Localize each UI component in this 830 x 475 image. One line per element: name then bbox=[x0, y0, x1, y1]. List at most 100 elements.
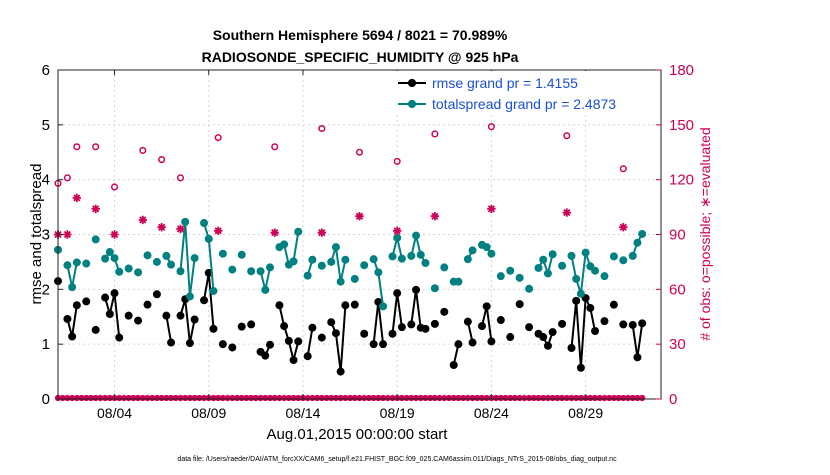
rmse-point bbox=[360, 329, 369, 338]
totalspread-point bbox=[115, 267, 124, 276]
data-file-footer: data file: /Users/raeder/DAI/ATM_forcXX/… bbox=[177, 456, 617, 463]
rmse-point bbox=[341, 301, 350, 310]
rmse-point bbox=[185, 339, 194, 348]
evaluated-obs-point bbox=[214, 226, 223, 235]
totalspread-point bbox=[327, 257, 336, 266]
totalspread-point bbox=[185, 292, 194, 301]
totalspread-line bbox=[537, 253, 554, 275]
rmse-point bbox=[280, 322, 289, 331]
totalspread-point bbox=[256, 267, 265, 276]
rmse-point bbox=[586, 303, 595, 312]
x-tick-label: 08/14 bbox=[285, 405, 320, 421]
rmse-line bbox=[306, 327, 314, 357]
totalspread-point bbox=[539, 255, 548, 264]
rmse-point bbox=[218, 340, 227, 349]
possible-obs-point bbox=[619, 165, 627, 173]
evaluated-obs-point bbox=[317, 228, 326, 237]
legend: rmse grand pr = 1.4155 totalspread grand … bbox=[394, 71, 626, 113]
rmse-point bbox=[397, 323, 406, 332]
rmse-point bbox=[190, 315, 199, 324]
y2-tick-label: 30 bbox=[669, 336, 686, 353]
evaluated_obs-series bbox=[53, 193, 628, 239]
totalspread-point bbox=[468, 246, 477, 255]
rmse-point bbox=[477, 322, 486, 331]
totalspread-point bbox=[543, 269, 552, 278]
rmse-point bbox=[82, 297, 91, 306]
rmse-point bbox=[487, 337, 496, 346]
possible-obs-point bbox=[63, 174, 71, 182]
zero-count-markers bbox=[54, 394, 646, 402]
totalspread-point bbox=[101, 254, 110, 263]
rmse-point bbox=[110, 289, 119, 298]
evaluated-obs-point bbox=[355, 212, 364, 221]
y-tick-label: 2 bbox=[42, 281, 50, 298]
rmse-point bbox=[289, 356, 298, 365]
y2-tick-label: 120 bbox=[669, 172, 694, 189]
possible-obs-point bbox=[355, 148, 364, 156]
totalspread-point bbox=[369, 255, 378, 264]
evaluated-obs-point bbox=[91, 204, 100, 214]
x-tick-label: 08/29 bbox=[568, 405, 603, 421]
totalspread-point bbox=[440, 263, 449, 272]
totalspread-point bbox=[143, 251, 152, 260]
totalspread-point bbox=[496, 272, 505, 281]
totalspread-point bbox=[463, 255, 472, 264]
totalspread-point bbox=[548, 250, 557, 259]
possible-obs-point bbox=[318, 124, 326, 133]
zero-count-point bbox=[639, 394, 646, 402]
y2-tick-label: 60 bbox=[669, 281, 686, 298]
totalspread-point bbox=[152, 257, 161, 266]
rmse-point bbox=[482, 302, 491, 311]
rmse-point bbox=[440, 307, 449, 316]
possible-obs-point bbox=[73, 143, 81, 151]
totalspread-point bbox=[237, 250, 246, 259]
rmse-point bbox=[600, 317, 609, 326]
rmse-point bbox=[134, 316, 143, 325]
rmse-point bbox=[379, 340, 388, 349]
legend-box bbox=[394, 71, 626, 113]
y2-tick-label: 150 bbox=[669, 117, 694, 134]
y2-axis-label: # of obs: o=possible; ∗=evaluated bbox=[697, 127, 713, 340]
totalspread-point bbox=[261, 285, 270, 294]
evaluated-obs-point bbox=[110, 230, 119, 239]
totalspread-point bbox=[638, 229, 647, 238]
totalspread-point bbox=[407, 251, 416, 260]
y-tick-label: 3 bbox=[42, 227, 50, 244]
rmse-point bbox=[265, 340, 274, 349]
rmse-point bbox=[567, 344, 576, 353]
y2-tick-label: 90 bbox=[669, 227, 686, 244]
legend-marker bbox=[407, 99, 417, 109]
totalspread-point bbox=[558, 261, 567, 270]
totalspread-point bbox=[421, 259, 430, 268]
totalspread-point bbox=[430, 284, 439, 293]
y-tick-label: 6 bbox=[42, 62, 50, 79]
totalspread-point bbox=[181, 217, 190, 226]
totalspread-point bbox=[265, 263, 274, 272]
totalspread-point bbox=[72, 258, 81, 267]
totalspread-point bbox=[412, 231, 421, 240]
totalspread-point bbox=[525, 284, 534, 293]
totalspread-point bbox=[397, 254, 406, 263]
evaluated-obs-point bbox=[393, 226, 402, 235]
rmse-point bbox=[303, 352, 312, 361]
rmse-point bbox=[576, 363, 585, 372]
rmse-point bbox=[209, 324, 218, 333]
axis-ticks: 08/04 08/09 08/14 08/19 08/24 08/290123456030… bbox=[42, 62, 694, 421]
rmse-point bbox=[68, 332, 77, 341]
totalspread-point bbox=[218, 249, 227, 258]
rmse-point bbox=[237, 322, 246, 331]
totalspread-point bbox=[294, 227, 303, 236]
totalspread-point bbox=[572, 274, 581, 283]
possible-obs-point bbox=[431, 130, 439, 138]
totalspread-point bbox=[105, 248, 114, 257]
evaluated-obs-point bbox=[138, 215, 147, 225]
rmse-point bbox=[72, 301, 81, 310]
rmse-point bbox=[496, 316, 505, 325]
rmse-point bbox=[228, 343, 237, 352]
totalspread-point bbox=[454, 277, 463, 286]
totalspread-point bbox=[576, 289, 585, 298]
y-tick-label: 0 bbox=[42, 391, 50, 408]
totalspread-line bbox=[570, 251, 596, 295]
rmse-point bbox=[619, 320, 628, 329]
